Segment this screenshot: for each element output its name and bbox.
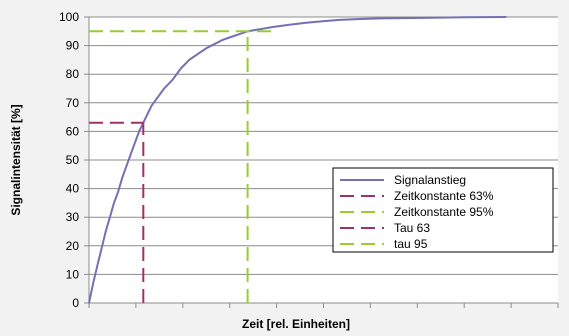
y-tick-label-4: 40 [66, 182, 80, 196]
series-group [88, 16, 507, 304]
series-line-0 [88, 16, 507, 304]
legend-label-0: Signalanstieg [394, 173, 466, 187]
tick-labels: 0 10 20 30 40 50 60 70 80 90 100 [59, 10, 79, 310]
legend-label-4: tau 95 [394, 237, 428, 251]
legend-label-2: Zeitkonstante 95% [394, 205, 494, 219]
y-tick-label-5: 50 [66, 153, 80, 167]
y-axis-title: Signalintensität [%] [9, 104, 23, 215]
y-tick-label-7: 70 [66, 96, 80, 110]
y-tick-label-10: 100 [59, 10, 79, 24]
y-tick-label-9: 90 [66, 39, 80, 53]
y-tick-label-3: 30 [66, 210, 80, 224]
legend: Signalanstieg Zeitkonstante 63% Zeitkonsta… [332, 167, 554, 253]
y-tick-label-6: 60 [66, 124, 80, 138]
y-tick-label-2: 20 [66, 239, 80, 253]
x-axis-title: Zeit [rel. Einheiten] [242, 317, 350, 331]
y-tick-label-1: 10 [66, 267, 80, 281]
y-tick-label-8: 80 [66, 67, 80, 81]
legend-box [332, 167, 554, 253]
legend-label-1: Zeitkonstante 63% [394, 189, 494, 203]
legend-label-3: Tau 63 [394, 221, 430, 235]
y-tick-label-0: 0 [72, 296, 79, 310]
axes [84, 16, 559, 308]
